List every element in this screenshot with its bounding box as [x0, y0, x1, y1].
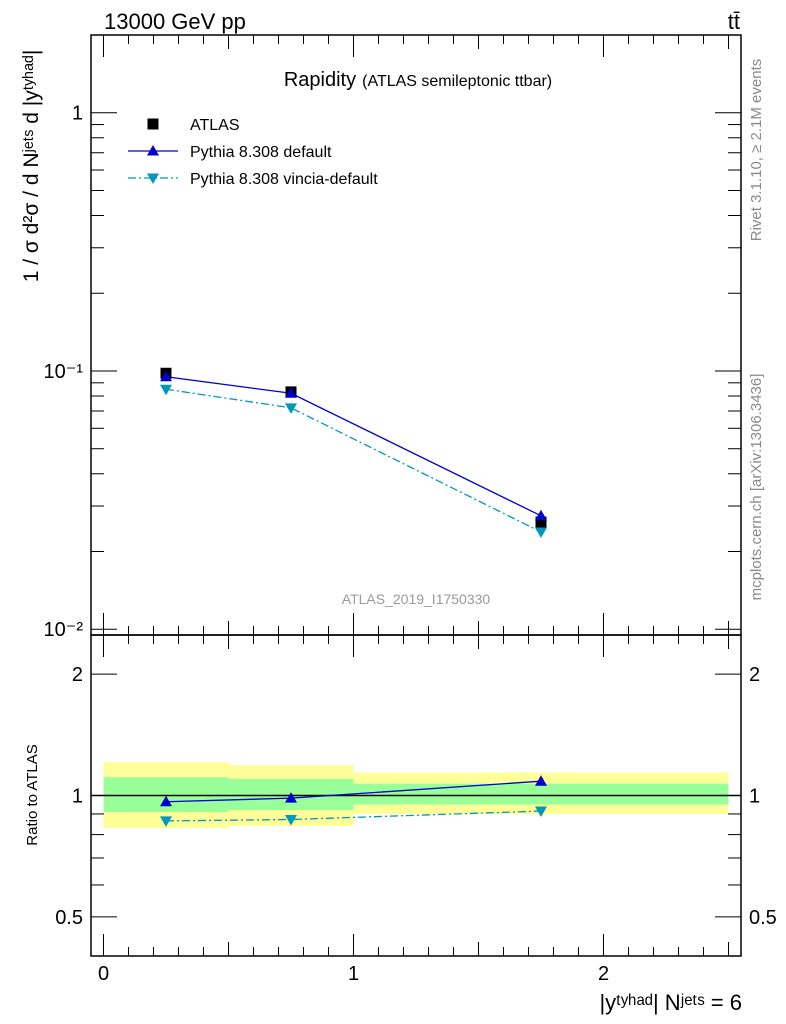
- ratio-ytick-label-right-2: 2: [749, 664, 760, 686]
- xtick-label-1: 1: [348, 963, 359, 985]
- legend-label-pythia-8-308-vincia-default: Pythia 8.308 vincia-default: [190, 171, 378, 188]
- main-point-pythia-8-308-default-0: [160, 370, 172, 382]
- plot-title-main: Rapidity (ATLAS semileptonic ttbar): [284, 69, 552, 91]
- main-point-pythia-8-308-vincia-default-1: [285, 403, 297, 414]
- ratio-ytick-label-right-0: 0.5: [749, 907, 777, 929]
- main-ytick-label-1: 10⁻¹: [44, 361, 84, 383]
- ratio-point-pythia-8-308-default-0: [160, 795, 172, 807]
- main-point-atlas-2: [535, 516, 547, 528]
- watermark-label: ATLAS_2019_I1750330: [342, 591, 491, 607]
- main-point-pythia-8-308-default-2: [535, 509, 547, 521]
- ratio-point-pythia-8-308-default-1: [285, 792, 297, 803]
- main-ylabel: 1 / σ d²σ / d Nʲᵉᵗˢ d |yᵗʸʰᵃᵈ|: [20, 50, 43, 283]
- legend-marker-atlas: [147, 118, 159, 130]
- main-panel-bg: [91, 35, 741, 635]
- ratio-ytick-label-left-1: 1: [72, 786, 83, 808]
- main-point-pythia-8-308-default-1: [285, 387, 297, 398]
- legend-marker-pythia-8-308-vincia-default: [147, 173, 159, 184]
- ratio-ytick-label-left-0: 0.5: [55, 907, 83, 929]
- ratio-point-pythia-8-308-vincia-default-0: [160, 816, 172, 827]
- main-point-pythia-8-308-vincia-default-2: [535, 527, 547, 538]
- ratio-inner-band-0: [103, 777, 229, 813]
- plot-title-sub-text: (ATLAS semileptonic ttbar): [362, 73, 552, 90]
- legend-label-pythia-8-308-default: Pythia 8.308 default: [190, 144, 332, 161]
- header-left-label: 13000 GeV pp: [104, 9, 246, 34]
- legend-marker-pythia-8-308-default: [147, 145, 159, 156]
- plot-title-main-text: Rapidity: [284, 69, 356, 91]
- ratio-ytick-label-left-2: 2: [72, 664, 83, 686]
- main-ytick-label-2: 1: [72, 103, 83, 125]
- xtick-label-2: 2: [598, 963, 609, 985]
- ratio-ytick-label-right-1: 1: [749, 786, 760, 808]
- mcplots-side-label: mcplots.cern.ch [arXiv:1306.3436]: [748, 374, 765, 601]
- ratio-point-pythia-8-308-default-2: [535, 775, 547, 786]
- ratio-ylabel: Ratio to ATLAS: [24, 744, 41, 845]
- ratio-point-pythia-8-308-vincia-default-1: [285, 814, 297, 826]
- main-ytick-label-0: 10⁻²: [44, 619, 84, 641]
- header-right-label: tt̄: [728, 9, 740, 34]
- xaxis-label: |yᵗʸʰᵃᵈ| Nʲᵉᵗˢ = 6: [599, 990, 742, 1015]
- main-point-pythia-8-308-vincia-default-0: [160, 384, 172, 396]
- xtick-label-0: 0: [98, 963, 109, 985]
- rivet-side-label: Rivet 3.1.10, ≥ 2.1M events: [748, 59, 765, 242]
- ratio-point-pythia-8-308-vincia-default-2: [535, 806, 547, 818]
- ratio-inner-band-2: [353, 783, 729, 805]
- ratio-line-pythia-8-308-vincia-default: [165, 810, 542, 822]
- legend-label-atlas: ATLAS: [190, 117, 240, 134]
